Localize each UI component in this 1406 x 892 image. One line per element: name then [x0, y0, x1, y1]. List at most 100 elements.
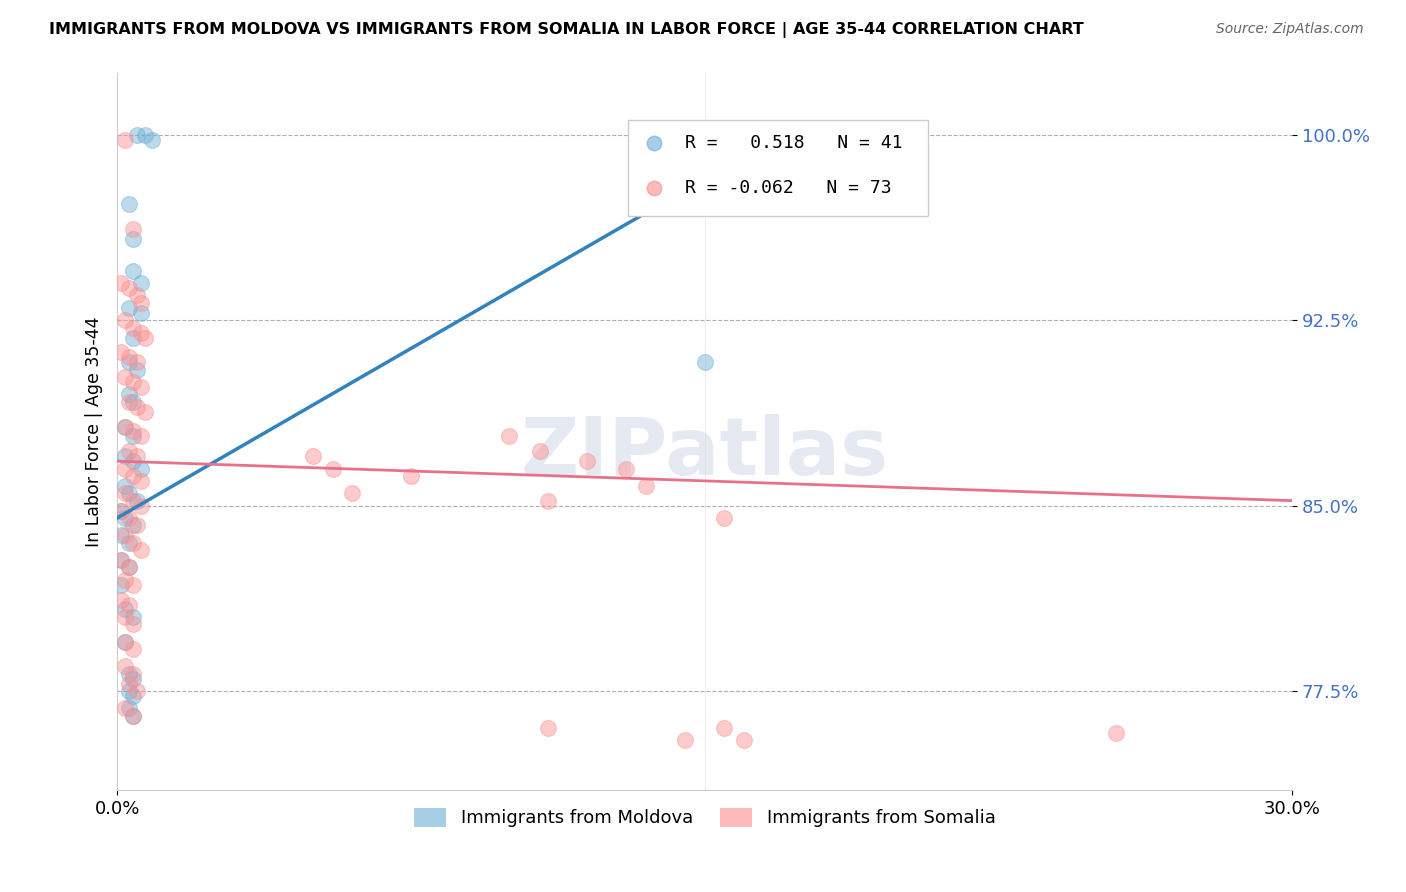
Point [537, 493, 560, 508]
Point [114, 419, 136, 434]
Point [114, 573, 136, 587]
Point [118, 281, 141, 295]
Point [114, 602, 136, 616]
Point [125, 518, 148, 533]
Text: R =   0.518   N = 41: R = 0.518 N = 41 [685, 134, 903, 152]
Point [141, 133, 163, 147]
Point [114, 479, 136, 493]
Point [129, 429, 152, 443]
Text: R = -0.062   N = 73: R = -0.062 N = 73 [685, 178, 891, 197]
Point [129, 306, 152, 320]
Point [125, 362, 148, 376]
Point [110, 578, 132, 592]
Text: ZIPatlas: ZIPatlas [520, 414, 889, 492]
Point [576, 454, 599, 468]
Point [114, 659, 136, 673]
Point [1105, 726, 1128, 740]
Point [733, 733, 755, 747]
Point [129, 380, 152, 394]
Point [110, 503, 132, 517]
Point [114, 610, 136, 624]
Point [118, 560, 141, 574]
Point [134, 128, 156, 142]
Point [118, 486, 141, 500]
Point [118, 560, 141, 574]
Point [129, 543, 152, 558]
Point [125, 128, 148, 142]
Point [121, 708, 143, 723]
Point [118, 701, 141, 715]
Point [129, 461, 152, 475]
Point [118, 535, 141, 549]
Point [121, 493, 143, 508]
Point [121, 578, 143, 592]
Point [134, 405, 156, 419]
Point [118, 666, 141, 681]
Point [121, 708, 143, 723]
Point [118, 684, 141, 698]
Point [118, 355, 141, 369]
Point [118, 197, 141, 211]
Point [118, 444, 141, 458]
Point [114, 486, 136, 500]
Point [673, 733, 696, 747]
Point [125, 355, 148, 369]
Point [121, 469, 143, 483]
Point [125, 449, 148, 463]
Point [129, 474, 152, 488]
Point [733, 128, 755, 142]
Point [110, 528, 132, 542]
Point [340, 486, 363, 500]
Point [121, 221, 143, 235]
Text: IMMIGRANTS FROM MOLDOVA VS IMMIGRANTS FROM SOMALIA IN LABOR FORCE | AGE 35-44 CO: IMMIGRANTS FROM MOLDOVA VS IMMIGRANTS FR… [49, 22, 1084, 38]
Point [114, 133, 136, 147]
Point [110, 345, 132, 359]
Point [110, 553, 132, 567]
Point [110, 503, 132, 517]
Point [634, 479, 657, 493]
Point [713, 511, 735, 525]
Point [121, 425, 143, 439]
Point [614, 461, 637, 475]
Y-axis label: In Labor Force | Age 35-44: In Labor Force | Age 35-44 [86, 316, 103, 547]
Point [129, 296, 152, 310]
Point [121, 330, 143, 344]
Point [121, 642, 143, 657]
Point [121, 689, 143, 703]
Point [110, 592, 132, 607]
Point [114, 370, 136, 384]
Point [121, 429, 143, 443]
Point [114, 511, 136, 525]
Point [302, 449, 325, 463]
Point [134, 330, 156, 344]
Point [121, 375, 143, 389]
Point [121, 454, 143, 468]
Point [322, 461, 344, 475]
Point [537, 721, 560, 735]
Point [125, 684, 148, 698]
Point [110, 553, 132, 567]
Point [114, 461, 136, 475]
Point [114, 634, 136, 648]
Point [121, 320, 143, 334]
Point [125, 400, 148, 414]
Point [713, 721, 735, 735]
Point [114, 701, 136, 715]
Point [529, 444, 551, 458]
Point [121, 232, 143, 246]
Point [110, 276, 132, 290]
Point [121, 264, 143, 278]
Point [121, 535, 143, 549]
Point [114, 528, 136, 542]
Point [129, 326, 152, 340]
Point [118, 676, 141, 690]
Point [118, 511, 141, 525]
Point [114, 634, 136, 648]
Point [121, 617, 143, 632]
Point [118, 387, 141, 401]
Point [118, 301, 141, 315]
Point [114, 313, 136, 327]
Point [121, 394, 143, 409]
Point [121, 672, 143, 686]
Point [121, 518, 143, 533]
